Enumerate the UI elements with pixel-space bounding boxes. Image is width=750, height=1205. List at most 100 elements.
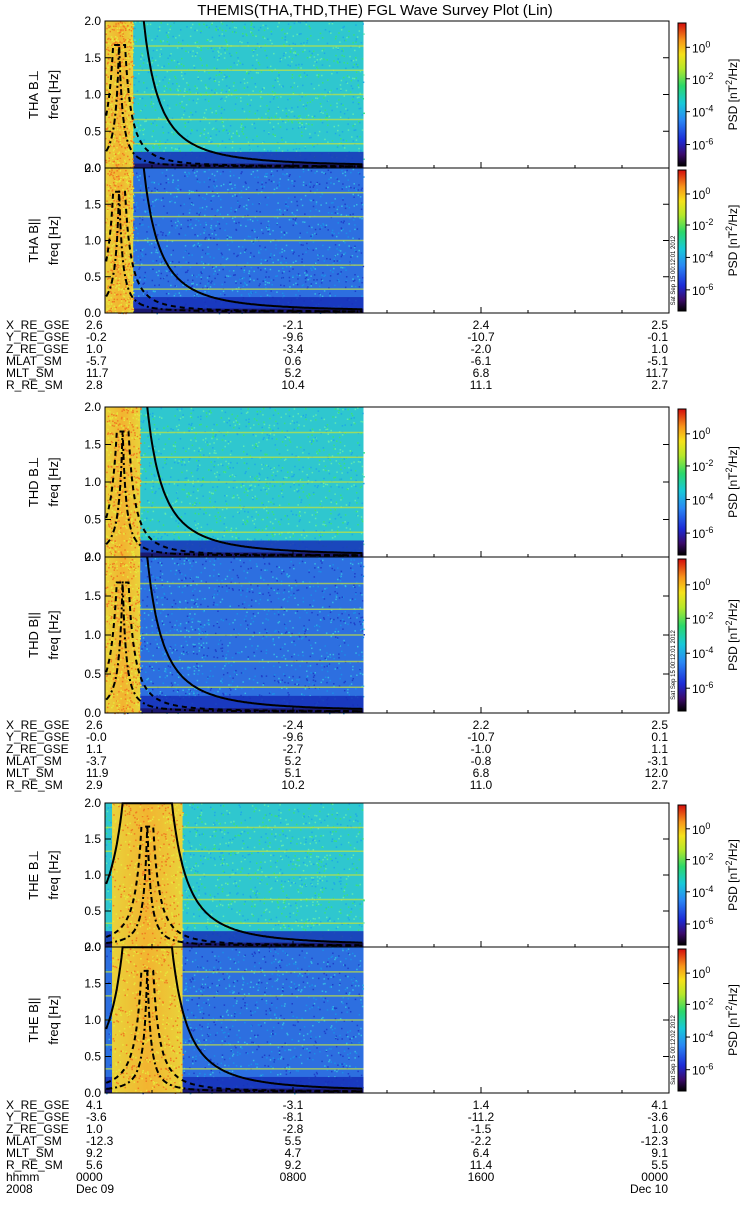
colorbar-tick-label: 10-2	[692, 458, 713, 474]
ephemeris-value: 2.7	[651, 778, 668, 792]
y-tick-label: 0.5	[84, 270, 101, 284]
y-tick-label: 1.5	[84, 832, 101, 846]
y-tick-label: 2.0	[84, 161, 101, 175]
colorbar-scale	[678, 949, 686, 1091]
y-tick-label: 1.0	[84, 234, 101, 248]
panel-ylabel: THD B⊥	[26, 457, 41, 507]
y-tick-label: 0.5	[84, 513, 101, 527]
y-tick-label: 1.0	[84, 628, 101, 642]
colorbar-scale	[678, 409, 686, 555]
colorbar-tick-label: 100	[692, 39, 710, 55]
timestamp-stamp: Sat Sep 15 00:12:01 2012	[671, 235, 677, 305]
y-tick-label: 2.0	[84, 550, 101, 564]
timestamp-stamp: Sat Sep 15 00:12:01 2012	[671, 629, 677, 699]
colorbar-tick-label: 100	[692, 821, 710, 837]
colorbar: 100 10-2 10-4 10-6 PSD [nT2/Hz]	[678, 805, 740, 945]
colorbar: 100 10-2 10-4 10-6 PSD [nT2/Hz]	[678, 559, 740, 711]
time-tick-label: 1600	[468, 1170, 495, 1184]
y-tick-label: 1.0	[84, 1013, 101, 1027]
y-tick-label: 1.5	[84, 977, 101, 991]
y-tick-label: 0.5	[84, 667, 101, 681]
colorbar-label: PSD [nT2/Hz]	[724, 599, 740, 671]
colorbar-tick-label: 10-2	[692, 71, 713, 87]
colorbar-tick-label: 10-4	[692, 1029, 713, 1045]
y-tick-label: 2.0	[84, 940, 101, 954]
colorbar-tick-label: 10-4	[692, 884, 713, 900]
ephemeris-value: 11.1	[470, 378, 493, 392]
colorbar-label: PSD [nT2/Hz]	[724, 205, 740, 277]
colorbar-tick-label: 100	[692, 965, 710, 981]
panel-ylabel: THE B⊥	[26, 850, 41, 900]
colorbar-scale	[678, 170, 686, 311]
ephemeris-row-label: R_RE_SM	[6, 778, 63, 792]
ephemeris-value: 2.8	[86, 378, 103, 392]
time-tick-date: Dec 09	[76, 1182, 114, 1196]
colorbar-tick-label: 100	[692, 426, 710, 442]
colorbar-tick-label: 10-6	[692, 1062, 713, 1078]
colorbar: 100 10-2 10-4 10-6 PSD [nT2/Hz]	[678, 409, 740, 555]
ephemeris-value: 10.2	[281, 778, 305, 792]
colorbar-tick-label: 10-6	[692, 282, 713, 298]
y-tick-label: 1.5	[84, 589, 101, 603]
ephemeris-value: 2.9	[86, 778, 103, 792]
colorbar-tick-label: 10-2	[692, 610, 713, 626]
panel-ylabel: THA B⊥	[26, 70, 41, 119]
colorbar-tick-label: 100	[692, 577, 710, 593]
y-tick-label: 0.5	[84, 124, 101, 138]
colorbar: 100 10-2 10-4 10-6 PSD [nT2/Hz]	[678, 949, 740, 1091]
ephemeris-value: 11.0	[470, 778, 493, 792]
time-axis-year: 2008	[6, 1182, 33, 1196]
colorbar-label: PSD [nT2/Hz]	[724, 984, 740, 1056]
colorbar-tick-label: 100	[692, 186, 710, 202]
colorbar-tick-label: 10-2	[692, 852, 713, 868]
colorbar-scale	[678, 805, 686, 945]
panel-ylabel-freq: freq [Hz]	[46, 995, 61, 1044]
colorbar-tick-label: 10-6	[692, 680, 713, 696]
ephemeris-row-label: R_RE_SM	[6, 378, 63, 392]
y-tick-label: 2.0	[84, 796, 101, 810]
colorbar-tick-label: 10-2	[692, 996, 713, 1012]
ephemeris-value: 2.7	[651, 378, 668, 392]
y-tick-label: 1.0	[84, 868, 101, 882]
colorbar-label: PSD [nT2/Hz]	[724, 446, 740, 518]
panel-ylabel-freq: freq [Hz]	[46, 457, 61, 506]
timestamp-stamp: Sat Sep 15 00:12:02 2012	[671, 1014, 677, 1084]
y-tick-label: 0.5	[84, 904, 101, 918]
panel-ylabel: THA B||	[26, 218, 41, 262]
figure-title: THEMIS(THA,THD,THE) FGL Wave Survey Plot…	[0, 2, 750, 19]
colorbar-tick-label: 10-4	[692, 492, 713, 508]
colorbar-tick-label: 10-4	[692, 645, 713, 661]
colorbar-tick-label: 10-2	[692, 217, 713, 233]
colorbar-tick-label: 10-6	[692, 137, 713, 153]
colorbar-label: PSD [nT2/Hz]	[724, 59, 740, 131]
panel-ylabel-freq: freq [Hz]	[46, 70, 61, 119]
panel-ylabel: THD B||	[26, 612, 41, 658]
colorbar-tick-label: 10-6	[692, 916, 713, 932]
colorbar-scale	[678, 559, 686, 711]
y-tick-label: 1.5	[84, 438, 101, 452]
y-tick-label: 1.5	[84, 51, 101, 65]
panel-ylabel-freq: freq [Hz]	[46, 216, 61, 265]
colorbar-scale	[678, 23, 686, 166]
colorbar: 100 10-2 10-4 10-6 PSD [nT2/Hz]	[678, 23, 740, 166]
panel-ylabel: THE B||	[26, 997, 41, 1042]
colorbar-tick-label: 10-6	[692, 525, 713, 541]
panel-ylabel-freq: freq [Hz]	[46, 850, 61, 899]
ephemeris-value: 10.4	[281, 378, 305, 392]
colorbar-label: PSD [nT2/Hz]	[724, 839, 740, 911]
colorbar-tick-label: 10-4	[692, 104, 713, 120]
colorbar-tick-label: 10-4	[692, 249, 713, 265]
time-tick-date: Dec 10	[630, 1182, 668, 1196]
y-tick-label: 0.5	[84, 1050, 101, 1064]
y-tick-label: 1.0	[84, 88, 101, 102]
